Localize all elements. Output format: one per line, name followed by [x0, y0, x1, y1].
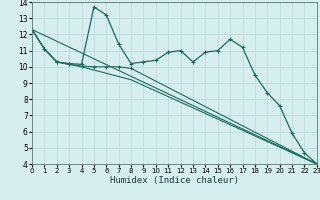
X-axis label: Humidex (Indice chaleur): Humidex (Indice chaleur)	[110, 176, 239, 185]
